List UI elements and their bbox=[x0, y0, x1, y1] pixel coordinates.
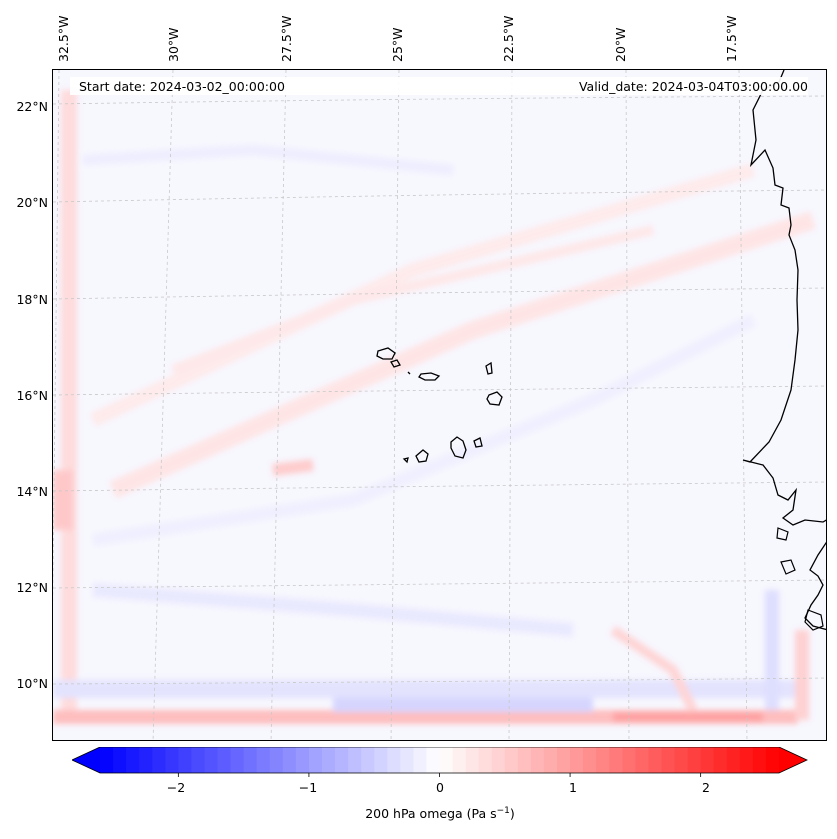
map-panel bbox=[52, 69, 827, 741]
colorbar-cell bbox=[700, 747, 715, 773]
colorbar-cell bbox=[178, 747, 192, 773]
lat-label-16n: 16°N bbox=[16, 388, 48, 403]
colorbar-cell bbox=[713, 747, 728, 773]
colorbar-cell bbox=[739, 747, 754, 773]
bijagos-islands bbox=[804, 609, 824, 631]
start-date-label: Start date: 2024-03-02_00:00:00 bbox=[79, 79, 285, 94]
colorbar-cell bbox=[635, 747, 649, 773]
colorbar-cell bbox=[439, 747, 454, 773]
lon-label-17-5w: 17.5°W bbox=[724, 15, 739, 62]
colorbar-cell bbox=[583, 747, 597, 773]
lat-label-20n: 20°N bbox=[16, 195, 48, 210]
colorbar-cell bbox=[282, 747, 297, 773]
colorbar-cell bbox=[543, 747, 558, 773]
lat-label-22n: 22°N bbox=[16, 99, 48, 114]
colorbar-cell bbox=[113, 747, 127, 773]
colorbar-cell bbox=[426, 747, 440, 773]
colorbar-cells bbox=[72, 747, 807, 773]
colorbar-cell bbox=[269, 747, 284, 773]
date-info-bar bbox=[70, 77, 808, 95]
colorbar-tick-1: 1 bbox=[569, 780, 577, 795]
colorbar-cell bbox=[361, 747, 375, 773]
colorbar-cell bbox=[530, 747, 545, 773]
omega-field-shading bbox=[53, 90, 816, 724]
colorbar-cell bbox=[335, 747, 349, 773]
colorbar-cell bbox=[165, 747, 179, 773]
colorbar-cell bbox=[648, 747, 662, 773]
colorbar-cell bbox=[348, 747, 362, 773]
colorbar-extend-max bbox=[779, 747, 807, 773]
colorbar-cell bbox=[295, 747, 310, 773]
colorbar-cell bbox=[661, 747, 676, 773]
lat-label-10n: 10°N bbox=[16, 676, 48, 691]
graticule bbox=[53, 70, 826, 740]
colorbar-cell bbox=[609, 747, 623, 773]
colorbar-cell bbox=[256, 747, 271, 773]
colorbar-extend-min bbox=[72, 747, 100, 773]
lon-label-27-5w: 27.5°W bbox=[279, 15, 294, 62]
colorbar-cell bbox=[100, 747, 114, 773]
colorbar-cell bbox=[622, 747, 636, 773]
lon-label-25w: 25°W bbox=[390, 27, 405, 62]
colorbar-tick-minus-1: −1 bbox=[298, 780, 318, 795]
colorbar-outline bbox=[72, 747, 808, 774]
colorbar-cell bbox=[674, 747, 689, 773]
colorbar-cell bbox=[465, 747, 480, 773]
colorbar-cell bbox=[517, 747, 532, 773]
colorbar-cell bbox=[726, 747, 741, 773]
lon-label-20w: 20°W bbox=[613, 27, 628, 62]
lon-label-30w: 30°W bbox=[166, 27, 181, 62]
colorbar-cell bbox=[504, 747, 519, 773]
colorbar bbox=[72, 747, 808, 777]
colorbar-tick-0: 0 bbox=[436, 780, 444, 795]
colorbar-label: 200 hPa omega (Pa s−1) bbox=[365, 806, 515, 822]
lat-label-14n: 14°N bbox=[16, 484, 48, 499]
colorbar-cell bbox=[478, 747, 493, 773]
colorbar-cell bbox=[243, 747, 258, 773]
colorbar-cell bbox=[557, 747, 571, 773]
africa-coastline bbox=[742, 70, 826, 631]
colorbar-cell bbox=[308, 747, 323, 773]
colorbar-tick-2: 2 bbox=[702, 780, 710, 795]
colorbar-cell bbox=[374, 747, 388, 773]
coastal-island bbox=[776, 527, 789, 541]
colorbar-cell bbox=[491, 747, 506, 773]
coastal-island bbox=[780, 559, 796, 575]
valid-date-label: Valid_date: 2024-03-04T03:00:00.00 bbox=[578, 79, 808, 94]
colorbar-cell bbox=[765, 747, 780, 773]
colorbar-cell bbox=[191, 747, 205, 773]
colorbar-cell bbox=[126, 747, 140, 773]
colorbar-cell bbox=[570, 747, 584, 773]
colorbar-tick-marks bbox=[177, 773, 702, 777]
colorbar-cell bbox=[139, 747, 153, 773]
lat-label-18n: 18°N bbox=[16, 292, 48, 307]
lat-label-12n: 12°N bbox=[16, 580, 48, 595]
omega-field-map bbox=[53, 70, 826, 740]
colorbar-tick-minus-2: −2 bbox=[166, 780, 186, 795]
cape-verde-islands bbox=[376, 347, 503, 464]
colorbar-cell bbox=[452, 747, 467, 773]
colorbar-cell bbox=[752, 747, 767, 773]
colorbar-cell bbox=[387, 747, 401, 773]
lon-label-22-5w: 22.5°W bbox=[501, 15, 516, 62]
colorbar-cell bbox=[204, 747, 219, 773]
colorbar-cell bbox=[687, 747, 702, 773]
lon-label-32-5w: 32.5°W bbox=[56, 15, 71, 62]
colorbar-cell bbox=[321, 747, 336, 773]
colorbar-cell bbox=[400, 747, 414, 773]
colorbar-cell bbox=[152, 747, 166, 773]
colorbar-cell bbox=[596, 747, 610, 773]
colorbar-cell bbox=[413, 747, 427, 773]
colorbar-cell bbox=[230, 747, 245, 773]
colorbar-cell bbox=[217, 747, 232, 773]
